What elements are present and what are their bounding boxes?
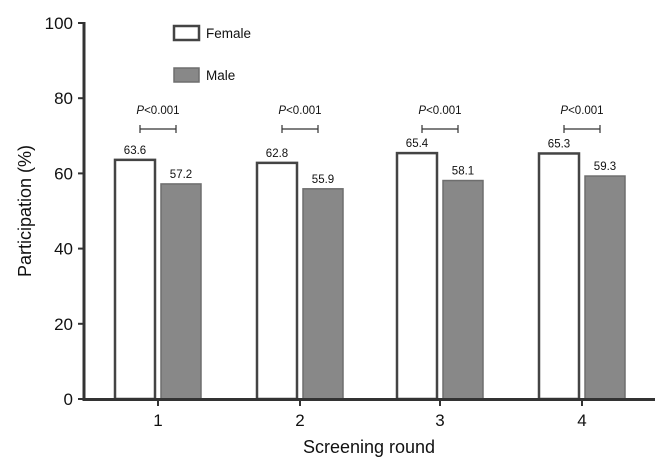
y-tick-label: 60 — [54, 164, 73, 183]
p-symbol: P — [278, 105, 286, 117]
male-value-label-round-3: 58.1 — [452, 166, 474, 178]
y-tick-label: 40 — [54, 240, 73, 259]
legend: Female Male — [172, 24, 251, 83]
female-value-label-round-1: 63.6 — [124, 145, 146, 157]
female-bar-round-3 — [395, 151, 439, 401]
male-bar-round-1 — [160, 183, 202, 400]
male-bar-round-2 — [302, 188, 344, 400]
y-tick-label: 0 — [64, 390, 73, 409]
p-threshold: <0.001 — [568, 105, 604, 117]
female-bar-round-1 — [113, 158, 157, 401]
female-value-label-round-2: 62.8 — [266, 148, 288, 160]
y-axis-title: Participation (%) — [15, 145, 35, 277]
male-value-label-round-1: 57.2 — [170, 169, 192, 181]
female-value-label-round-4: 65.3 — [548, 138, 570, 150]
female-value-label-round-3: 65.4 — [406, 138, 429, 150]
legend-swatch-female — [172, 24, 201, 42]
p-symbol: P — [560, 105, 568, 117]
p-value-label: P<0.001 — [278, 105, 321, 117]
x-tick-label-round-1: 1 — [153, 411, 162, 430]
x-tick-label-round-4: 4 — [577, 411, 586, 430]
significance-annotations: P<0.001 P<0.001 P<0.001 P<0.001 — [136, 105, 604, 133]
p-symbol: P — [418, 105, 426, 117]
p-threshold: <0.001 — [286, 105, 322, 117]
male-value-label-round-4: 59.3 — [594, 161, 616, 173]
male-bar-round-3 — [442, 179, 484, 400]
female-bar-round-2 — [255, 161, 299, 401]
x-tick-label-round-3: 3 — [435, 411, 444, 430]
x-tick-label-round-2: 2 — [295, 411, 304, 430]
y-tick-label: 80 — [54, 89, 73, 108]
p-symbol: P — [136, 105, 144, 117]
y-tick-label: 20 — [54, 315, 73, 334]
male-value-label-round-2: 55.9 — [312, 174, 334, 186]
x-axis-title: Screening round — [303, 437, 435, 457]
p-value-label: P<0.001 — [136, 105, 179, 117]
legend-label-male: Male — [206, 68, 235, 83]
p-value-label: P<0.001 — [560, 105, 603, 117]
bars: 63.6 57.2 62.8 55.9 65.4 58.1 65.3 59.3 — [113, 138, 626, 401]
p-value-label: P<0.001 — [418, 105, 461, 117]
p-threshold: <0.001 — [426, 105, 462, 117]
legend-label-female: Female — [206, 26, 251, 41]
female-bar-round-4 — [537, 152, 581, 401]
p-threshold: <0.001 — [144, 105, 180, 117]
y-tick-label: 100 — [45, 14, 73, 33]
legend-swatch-male — [173, 67, 200, 83]
x-axis-ticks: 1 2 3 4 — [153, 399, 587, 430]
male-bar-round-4 — [584, 175, 626, 400]
y-axis-ticks: 0 20 40 60 80 100 — [45, 14, 84, 409]
